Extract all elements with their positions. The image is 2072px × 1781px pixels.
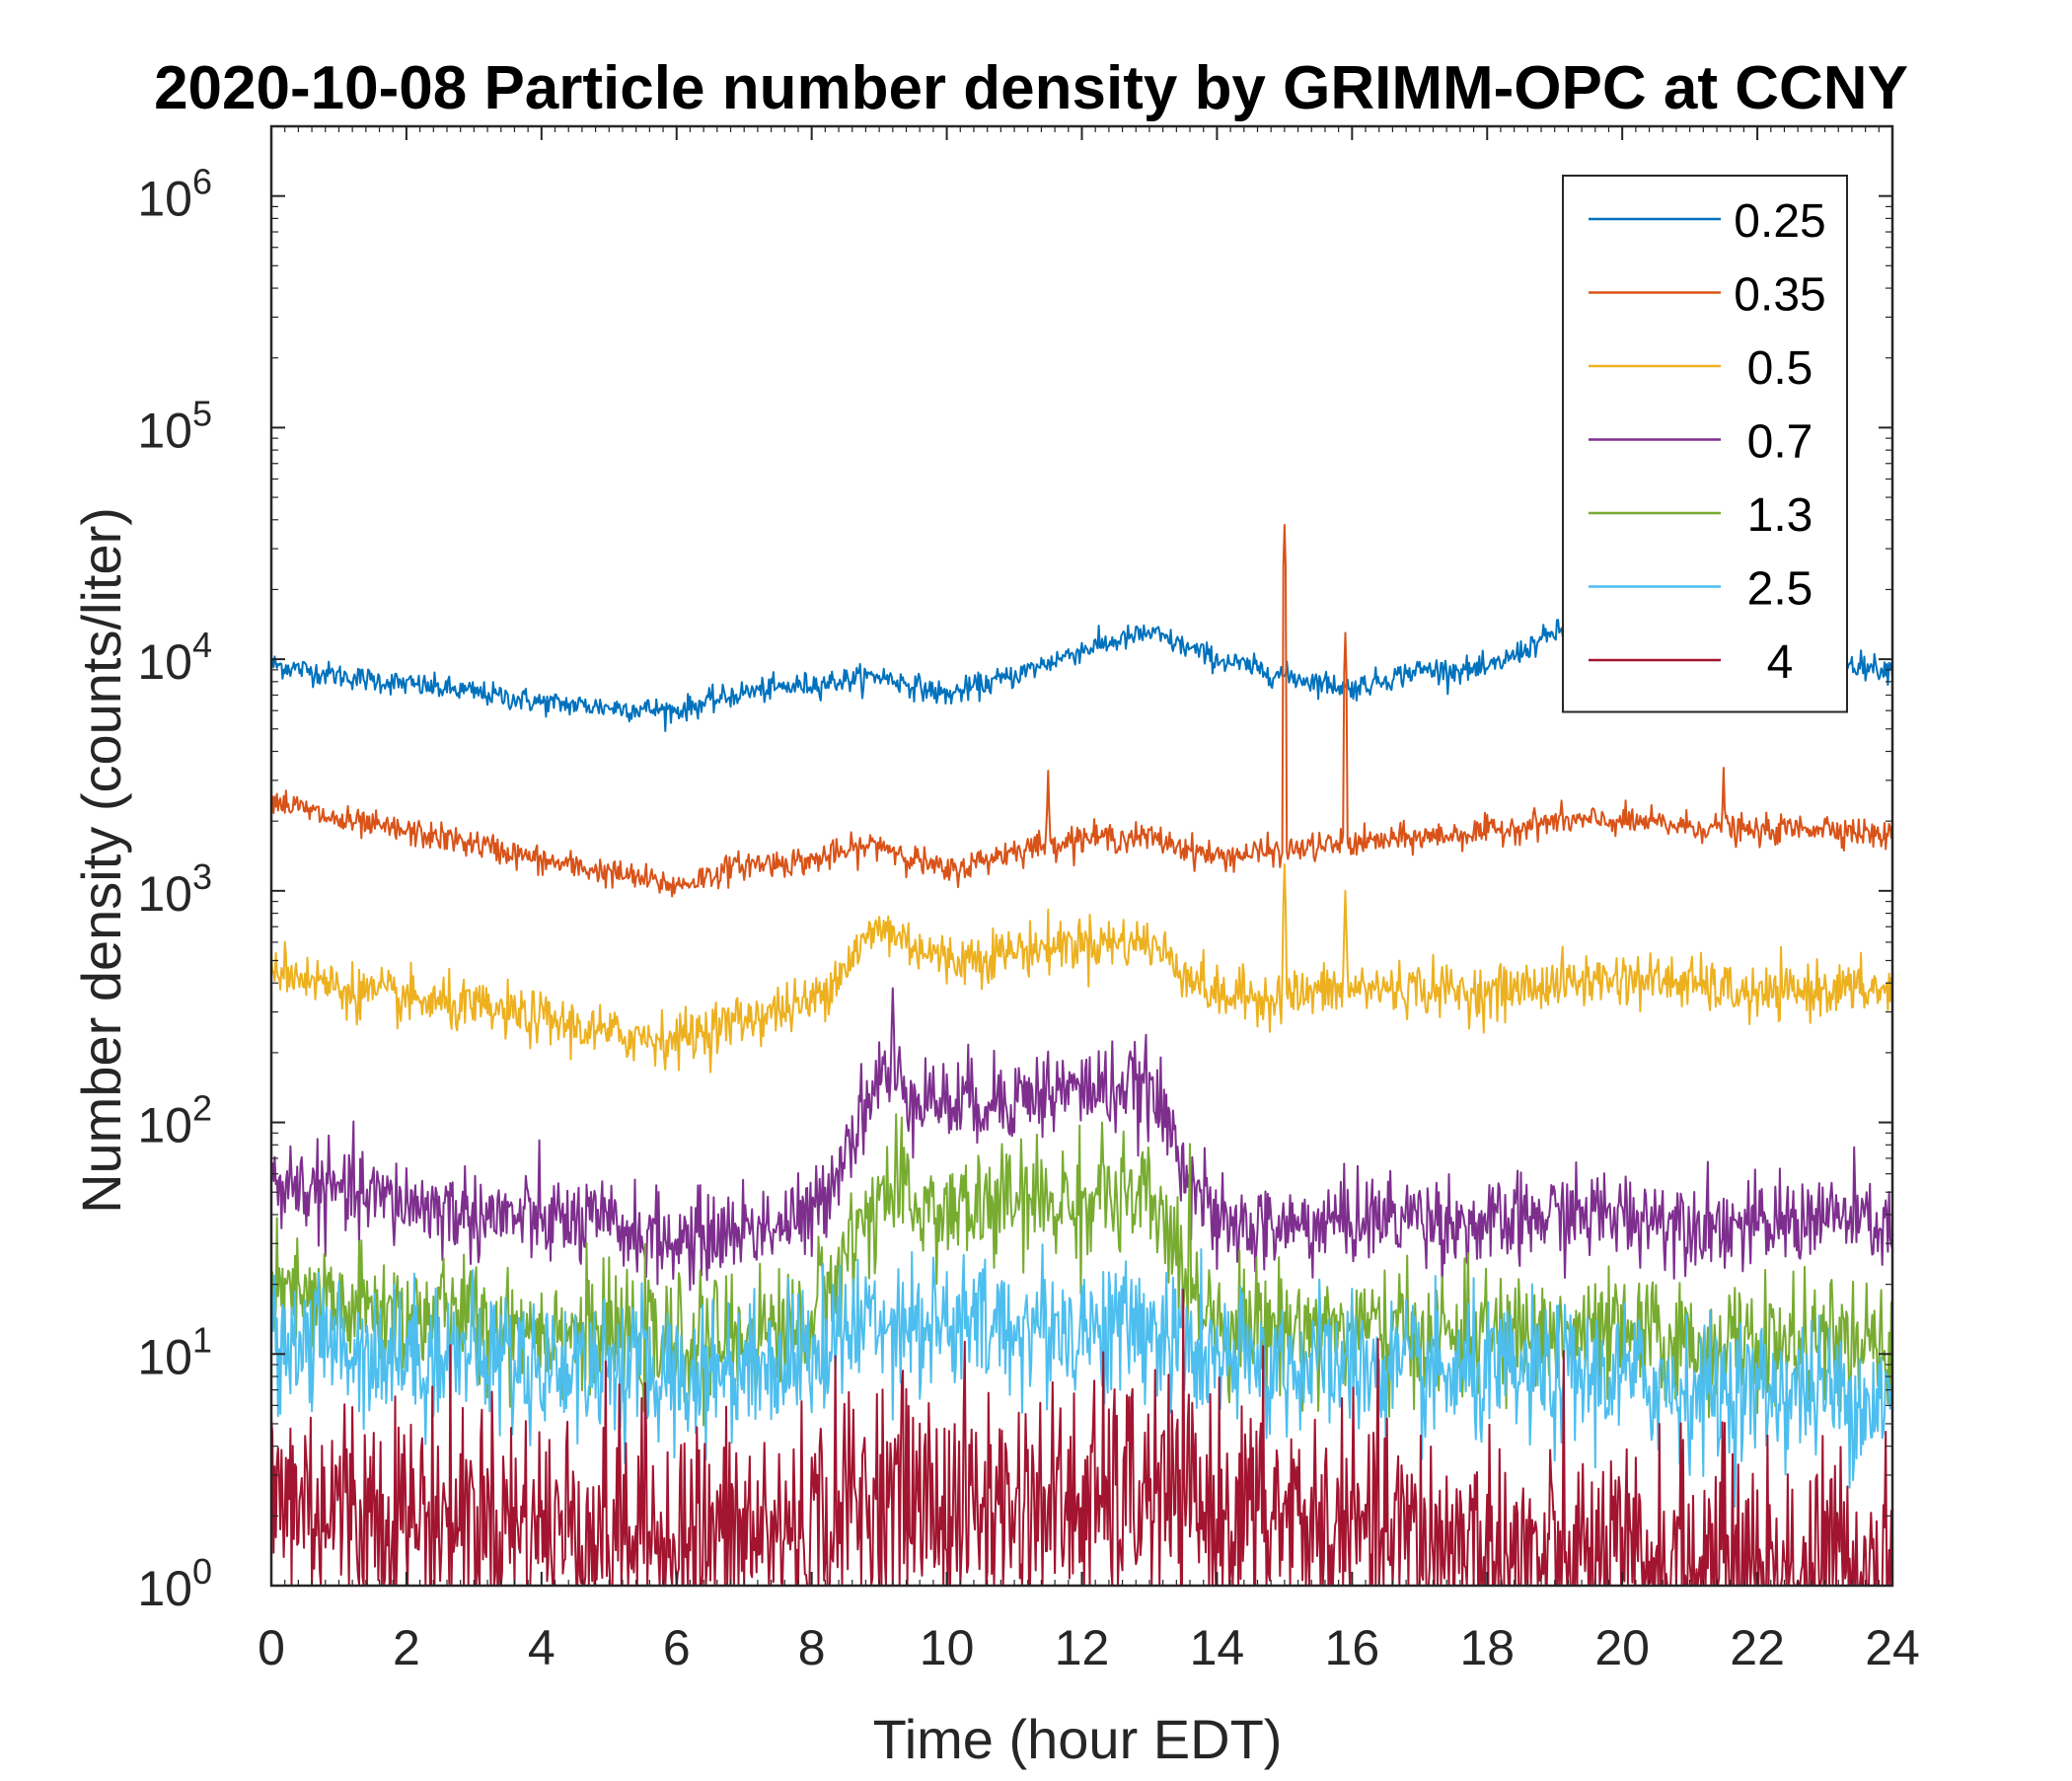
series-line-4: [270, 1289, 1893, 1587]
y-tick-label-2: 102: [137, 1088, 212, 1153]
x-tick-label-14: 14: [1190, 1620, 1245, 1675]
x-tick-label-22: 22: [1730, 1620, 1785, 1675]
x-tick-label-12: 12: [1055, 1620, 1110, 1675]
y-tick-label-3: 103: [137, 856, 212, 922]
plot-area: [270, 524, 1893, 1587]
x-tick-label-6: 6: [663, 1620, 691, 1675]
legend-label-2-5: 2.5: [1747, 563, 1813, 616]
chart-title: 2020-10-08 Particle number density by GR…: [154, 54, 1908, 122]
y-tick-label-1: 101: [137, 1319, 212, 1384]
series-line-0-35: [270, 524, 1893, 898]
legend-label-0-25: 0.25: [1734, 195, 1825, 248]
y-axis-label: Number density (counts/liter): [70, 507, 132, 1214]
x-tick-label-10: 10: [920, 1620, 975, 1675]
x-axis-label: Time (hour EDT): [873, 1708, 1283, 1770]
x-tick-label-16: 16: [1325, 1620, 1380, 1675]
legend: 0.25 0.35 0.5 0.7 1.3 2.5 4: [1562, 175, 1848, 713]
series-line-0-7: [270, 987, 1893, 1292]
axes: 0 2 4 6 8 10 12 14 16 18 20 22 241001011021031041051…: [137, 124, 1920, 1675]
legend-box: [1562, 175, 1848, 713]
series-line-0-5: [270, 863, 1893, 1074]
legend-label-0-35: 0.35: [1734, 269, 1825, 322]
legend-label-1-3: 1.3: [1747, 489, 1813, 542]
y-tick-label-5: 105: [137, 393, 212, 458]
legend-label-0-7: 0.7: [1747, 416, 1813, 469]
y-tick-label-6: 106: [137, 162, 212, 227]
x-tick-label-24: 24: [1865, 1620, 1920, 1675]
y-tick-label-4: 104: [137, 625, 212, 690]
x-tick-label-18: 18: [1459, 1620, 1515, 1675]
series-line-2-5: [270, 1243, 1893, 1508]
y-tick-label-0: 100: [137, 1551, 212, 1616]
legend-label-0-5: 0.5: [1747, 342, 1813, 395]
x-tick-label-8: 8: [798, 1620, 826, 1675]
x-tick-label-4: 4: [528, 1620, 555, 1675]
x-tick-label-0: 0: [258, 1620, 285, 1675]
legend-label-4: 4: [1767, 636, 1794, 689]
x-tick-label-20: 20: [1594, 1620, 1650, 1675]
x-tick-label-2: 2: [393, 1620, 420, 1675]
